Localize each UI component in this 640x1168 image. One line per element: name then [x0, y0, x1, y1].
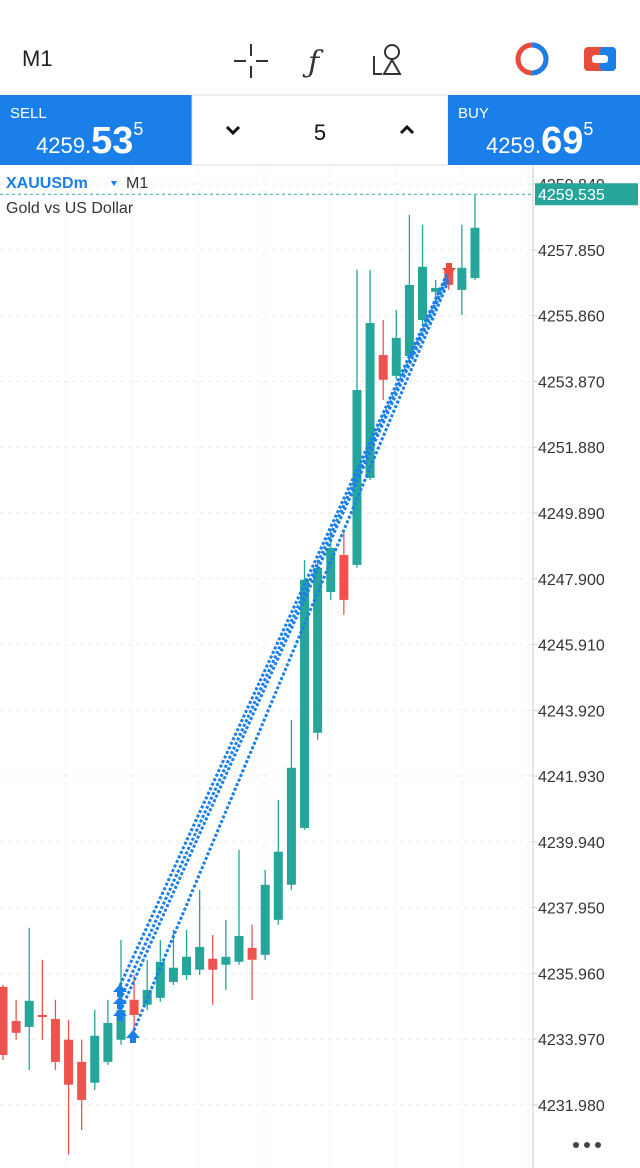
- candle-body: [260, 884, 270, 955]
- candle-body: [300, 579, 310, 828]
- candle-body: [11, 1020, 21, 1033]
- candle-body: [182, 956, 192, 976]
- candle-body: [90, 1035, 100, 1083]
- sell-price-sup: 5: [133, 119, 143, 139]
- candle-body: [195, 946, 205, 970]
- buy-price-sup: 5: [583, 119, 593, 139]
- candle-body: [129, 999, 139, 1015]
- symbol-dropdown[interactable]: [111, 181, 117, 186]
- candle-body: [208, 958, 218, 970]
- account-icon[interactable]: [584, 47, 616, 71]
- candle-body: [431, 287, 441, 292]
- candle-body: [221, 956, 231, 965]
- y-tick-label: 4251.880: [538, 440, 605, 457]
- candle-body: [247, 947, 257, 960]
- sell-label: SELL: [10, 105, 47, 122]
- y-tick-label: 4243.920: [538, 703, 605, 720]
- candle-body: [365, 322, 375, 478]
- y-tick-label: 4255.860: [538, 309, 605, 326]
- candle-body: [391, 337, 401, 376]
- candle-body: [155, 961, 165, 998]
- candle-body: [77, 1061, 87, 1100]
- candle-body: [444, 269, 454, 285]
- lot-value[interactable]: 5: [314, 120, 326, 145]
- trade-markers: [113, 263, 456, 1043]
- candle-body: [24, 1000, 34, 1027]
- y-tick-label: 4235.960: [538, 966, 605, 983]
- sell-price-head: 4259.: [36, 133, 91, 158]
- buy-label: BUY: [458, 105, 489, 122]
- candles: [0, 195, 480, 1155]
- timeframe-button[interactable]: M1: [22, 46, 53, 71]
- candle-body: [470, 227, 480, 279]
- candle-body: [37, 1014, 47, 1017]
- buy-price-big: 69: [541, 120, 583, 162]
- candle-body: [326, 548, 336, 592]
- toolbar: [0, 0, 640, 95]
- trade-lines: [116, 271, 450, 1036]
- candle-body: [352, 390, 362, 565]
- symbol[interactable]: XAUUSDm: [6, 175, 88, 192]
- candle-body: [418, 266, 428, 320]
- current-price-box: [535, 183, 638, 206]
- chart-timeframe: M1: [126, 175, 148, 192]
- sell-price-big: 53: [91, 120, 133, 162]
- candle-body: [339, 554, 349, 600]
- candle-body: [103, 1022, 113, 1062]
- y-tick-label: 4247.900: [538, 572, 605, 589]
- buy-price-head: 4259.: [486, 133, 541, 158]
- crosshair-icon[interactable]: [234, 44, 268, 78]
- buy-price: 4259.695: [486, 119, 593, 162]
- symbol-description: Gold vs US Dollar: [6, 200, 134, 217]
- candle-body: [286, 767, 296, 885]
- lot-increase[interactable]: [399, 124, 415, 135]
- more-menu[interactable]: [573, 1142, 601, 1148]
- indicators-icon[interactable]: ƒ: [302, 45, 324, 80]
- y-tick-label: 4241.930: [538, 769, 605, 786]
- candle-body: [273, 851, 283, 920]
- current-price-label: 4259.535: [538, 187, 605, 204]
- price-axis: 4259.8404257.8504255.8604253.8704251.880…: [533, 177, 605, 1115]
- trade-icon[interactable]: [515, 42, 549, 76]
- sell-price: 4259.535: [36, 119, 143, 162]
- candle-body: [50, 1018, 60, 1062]
- y-tick-label: 4233.970: [538, 1032, 605, 1049]
- current-price: 4259.535: [0, 183, 638, 206]
- candle-body: [234, 936, 244, 962]
- y-tick-label: 4245.910: [538, 638, 605, 655]
- candle-body: [404, 284, 414, 357]
- sell-button[interactable]: [0, 95, 192, 165]
- candle-body: [0, 986, 8, 1055]
- lot-decrease[interactable]: [225, 125, 241, 136]
- y-tick-label: 4257.850: [538, 243, 605, 260]
- candle-body: [378, 355, 388, 380]
- candle-body: [64, 1039, 74, 1085]
- candle-body: [116, 1010, 126, 1040]
- candle-body: [457, 267, 467, 290]
- y-tick-label: 4253.870: [538, 374, 605, 391]
- buy-button[interactable]: [448, 95, 640, 165]
- y-tick-label: 4231.980: [538, 1098, 605, 1115]
- y-tick-label: 4249.890: [538, 506, 605, 523]
- candle-body: [313, 567, 323, 733]
- candle-body: [168, 967, 178, 982]
- objects-icon[interactable]: [373, 44, 402, 75]
- y-tick-label: 4239.940: [538, 835, 605, 852]
- y-tick-label: 4237.950: [538, 901, 605, 918]
